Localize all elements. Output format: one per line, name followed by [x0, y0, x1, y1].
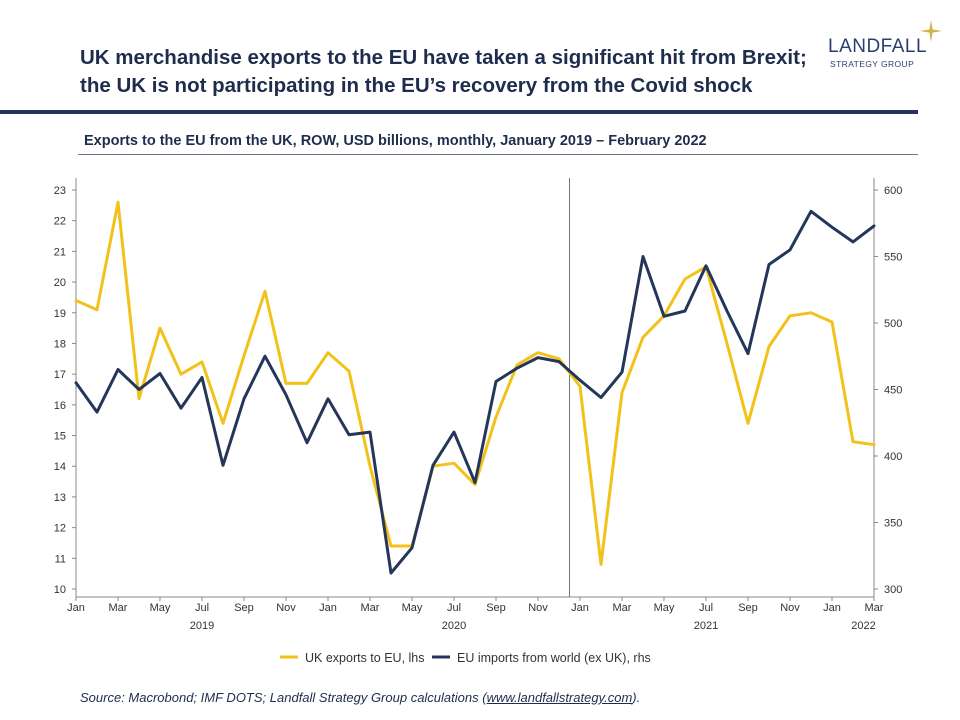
right-tick-label: 300 [884, 584, 902, 596]
x-tick-label: May [150, 602, 171, 614]
source-note: Source: Macrobond; IMF DOTS; Landfall St… [80, 690, 640, 705]
left-tick-label: 11 [55, 553, 66, 565]
x-tick-label: May [402, 602, 423, 614]
x-tick-label: Nov [780, 602, 800, 614]
left-tick-label: 16 [54, 400, 66, 412]
x-tick-label: Jul [195, 602, 209, 614]
source-prefix: Source: Macrobond; IMF DOTS; Landfall St… [80, 690, 487, 705]
source-suffix: ). [632, 690, 641, 705]
year-label: 2020 [442, 620, 466, 632]
landfall-logo[interactable]: LANDFALL STRATEGY GROUP [826, 20, 946, 72]
headline-line-1: UK merchandise exports to the EU have ta… [80, 46, 807, 69]
left-tick-label: 14 [54, 461, 66, 473]
left-tick-label: 13 [54, 492, 66, 504]
right-tick-label: 600 [884, 185, 902, 197]
left-tick-label: 21 [54, 246, 66, 258]
x-tick-label: Sep [234, 602, 254, 614]
right-tick-label: 500 [884, 318, 902, 330]
x-tick-label: May [654, 602, 675, 614]
left-tick-label: 22 [54, 216, 66, 228]
left-tick-label: 20 [54, 277, 66, 289]
x-tick-label: Nov [528, 602, 548, 614]
x-tick-label: Jan [823, 602, 841, 614]
x-tick-label: Jan [67, 602, 85, 614]
x-tick-label: Mar [865, 602, 884, 614]
header-divider [0, 110, 918, 114]
year-label: 2022 [851, 620, 875, 632]
legend-label: UK exports to EU, lhs [305, 651, 425, 665]
left-tick-label: 15 [54, 431, 66, 443]
series-line-eu-imports [74, 209, 876, 575]
x-tick-label: Jan [319, 602, 337, 614]
x-tick-label: Jul [447, 602, 461, 614]
x-tick-label: Mar [361, 602, 380, 614]
left-tick-label: 17 [54, 369, 66, 381]
right-tick-label: 550 [884, 252, 902, 264]
right-tick-label: 450 [884, 385, 902, 397]
headline-line-2: the UK is not participating in the EU’s … [80, 74, 753, 97]
legend-label: EU imports from world (ex UK), rhs [457, 651, 651, 665]
x-tick-label: Jan [571, 602, 589, 614]
line-chart: 1011121314151617181920212223300350400450… [54, 178, 902, 665]
right-tick-label: 350 [884, 518, 902, 530]
chart-headline: UK merchandise exports to the EU have ta… [80, 44, 840, 100]
subtitle-underline [78, 154, 918, 155]
left-tick-label: 12 [54, 523, 66, 535]
x-tick-label: Mar [109, 602, 128, 614]
series-line-uk-exports [74, 200, 876, 566]
x-tick-label: Jul [699, 602, 713, 614]
left-tick-label: 23 [54, 185, 66, 197]
logo-tagline: STRATEGY GROUP [830, 59, 915, 69]
right-tick-label: 400 [884, 451, 902, 463]
star-icon [920, 20, 942, 42]
left-tick-label: 19 [54, 308, 66, 320]
source-link[interactable]: www.landfallstrategy.com [486, 690, 633, 705]
left-tick-label: 10 [54, 584, 66, 596]
x-tick-label: Mar [613, 602, 632, 614]
year-label: 2021 [694, 620, 718, 632]
year-label: 2019 [190, 620, 214, 632]
left-tick-label: 18 [54, 338, 66, 350]
chart-subtitle: Exports to the EU from the UK, ROW, USD … [84, 133, 707, 149]
x-tick-label: Sep [486, 602, 506, 614]
logo-name: LANDFALL [828, 36, 928, 57]
x-tick-label: Nov [276, 602, 296, 614]
x-tick-label: Sep [738, 602, 758, 614]
